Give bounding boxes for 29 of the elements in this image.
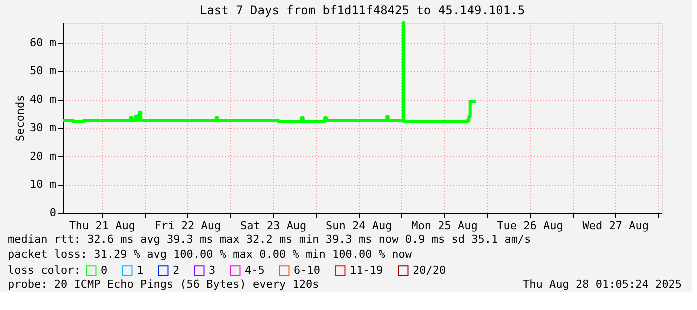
y-tick-label: 50 m (30, 64, 57, 78)
y-tick-label: 0 (50, 206, 56, 220)
legend-label: 1 (137, 264, 144, 277)
y-tick-label: 40 m (30, 93, 57, 106)
y-tick-label: 30 m (30, 121, 57, 134)
legend-label: 6-10 (294, 264, 320, 277)
legend-label: 4-5 (245, 264, 265, 277)
y-tick-label: 20 m (30, 150, 57, 163)
legend-label: 11-19 (350, 264, 384, 277)
text: Thu Aug 28 01:05:24 2025 (523, 278, 682, 291)
x-tick-label: Sun 24 Aug (326, 220, 392, 232)
legend-label: 3 (209, 264, 216, 277)
text: packet loss: 31.29 % avg 100.00 % max 0.00 % min 100.00 % now (8, 248, 412, 261)
legend-label: 2 (173, 264, 180, 277)
chart-title: Last 7 Days from bf1d11f48425 to 45.149.101.5 (200, 4, 526, 18)
y-tick-label: 10 m (30, 178, 57, 192)
x-tick-label: Wed 27 Aug (582, 220, 649, 232)
x-tick-label: Thu 21 Aug (69, 220, 136, 232)
legend-label: 0 (101, 264, 108, 277)
x-tick-label: Mon 25 Aug (412, 220, 478, 232)
text: probe: 20 ICMP Echo Pings (56 Bytes) every 120s (8, 278, 320, 291)
text: median rtt: 32.6 ms avg 39.3 ms max 32.2 ms min 39.3 ms now 0.9 ms sd 35.1 am/s (8, 233, 532, 246)
x-tick-label: Fri 22 Aug (154, 220, 222, 232)
x-tick-label: Sat 23 Aug (240, 220, 307, 232)
y-axis-title: Seconds (14, 95, 28, 142)
x-tick-label: Tue 26 Aug (497, 220, 564, 232)
legend-label: 20/20 (413, 264, 446, 277)
y-tick-label: 60 m (30, 36, 57, 50)
legend-title: loss color: (8, 264, 81, 277)
